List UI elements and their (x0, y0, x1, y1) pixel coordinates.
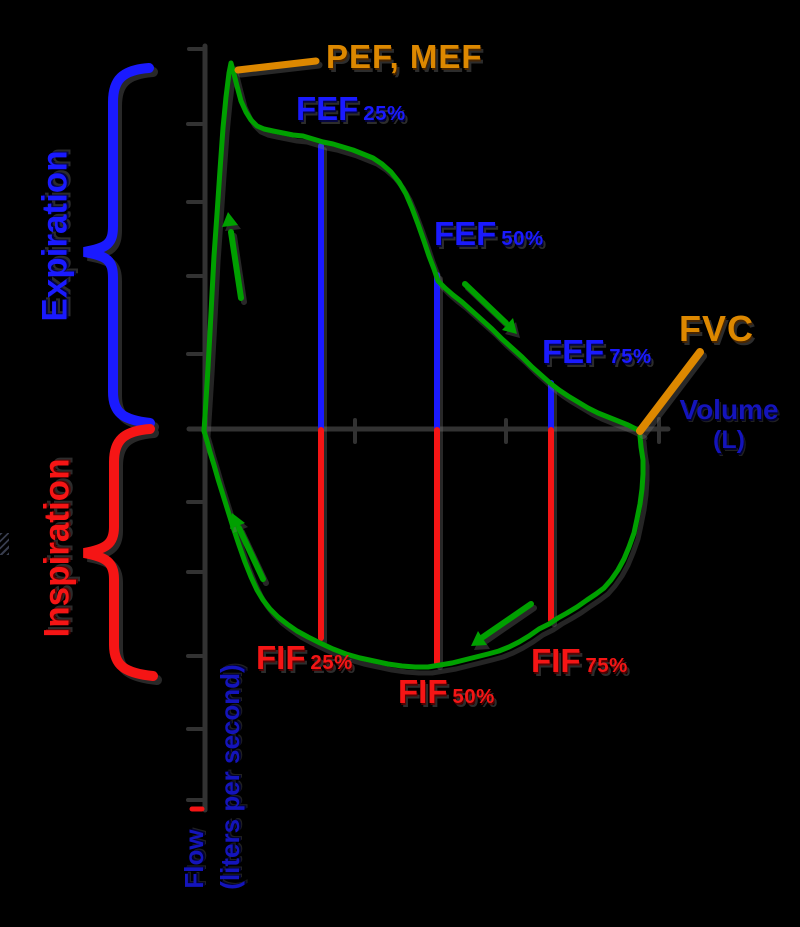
fef25-label-name: FEF (296, 90, 359, 127)
expiration-start-arrow (222, 212, 244, 301)
fif50-label-name: FIF (398, 673, 448, 710)
direction-arrows (222, 212, 534, 646)
fif50-label: FIF 50% (398, 675, 495, 708)
fef75-label-name: FEF (542, 333, 605, 370)
fif75-label-pct: 75% (585, 654, 628, 677)
fvc-label: FVC (679, 308, 754, 349)
fif25-label-pct: 25% (310, 651, 353, 674)
fif25-label: FIF 25% (256, 641, 353, 674)
expiration-descent-arrow (462, 281, 517, 334)
pef-leader-line (234, 57, 320, 74)
measurement-lines (318, 143, 554, 666)
expiration-phase-label: Expiration (35, 150, 75, 322)
inspiration-return-arrow (230, 513, 266, 582)
fef50-label: FEF 50% (434, 217, 544, 250)
x-axis-label: Volume (L) (664, 393, 794, 456)
leader-lines (234, 57, 704, 435)
x-axis-label-volume: Volume (679, 394, 779, 425)
expiratory-limb (201, 60, 644, 435)
fvc-leader-line (636, 348, 704, 435)
inspiration-phase-label: Inspiration (37, 458, 77, 638)
fef25-label: FEF 25% (296, 92, 406, 125)
fif50-label-pct: 50% (452, 685, 495, 708)
peak-flow-label: PEF, MEF (326, 38, 483, 75)
expiration-brace (83, 63, 155, 428)
y-axis-label-units: (liters per second) (215, 664, 245, 890)
fef25-label-pct: 25% (363, 102, 406, 125)
fef75-label-pct: 75% (609, 345, 652, 368)
y-axis-ticks (186, 122, 206, 802)
x-axis-ticks (353, 417, 661, 444)
fef75-label: FEF 75% (542, 335, 652, 368)
fif75-label: FIF 75% (531, 644, 628, 677)
y-axis-label-flow: Flow (179, 829, 209, 889)
flow-volume-loop-curve (201, 60, 646, 670)
fif25-label-name: FIF (256, 639, 306, 676)
fef50-label-pct: 50% (501, 227, 544, 250)
edge-watermark (0, 533, 9, 555)
inspiration-brace (83, 424, 158, 681)
fef50-label-name: FEF (434, 215, 497, 252)
x-axis-label-unit: (L) (713, 426, 745, 455)
inspiratory-limb (201, 428, 646, 670)
fif75-label-name: FIF (531, 642, 581, 679)
phase-braces (83, 63, 158, 681)
inspiration-bottom-arrow (471, 601, 534, 646)
